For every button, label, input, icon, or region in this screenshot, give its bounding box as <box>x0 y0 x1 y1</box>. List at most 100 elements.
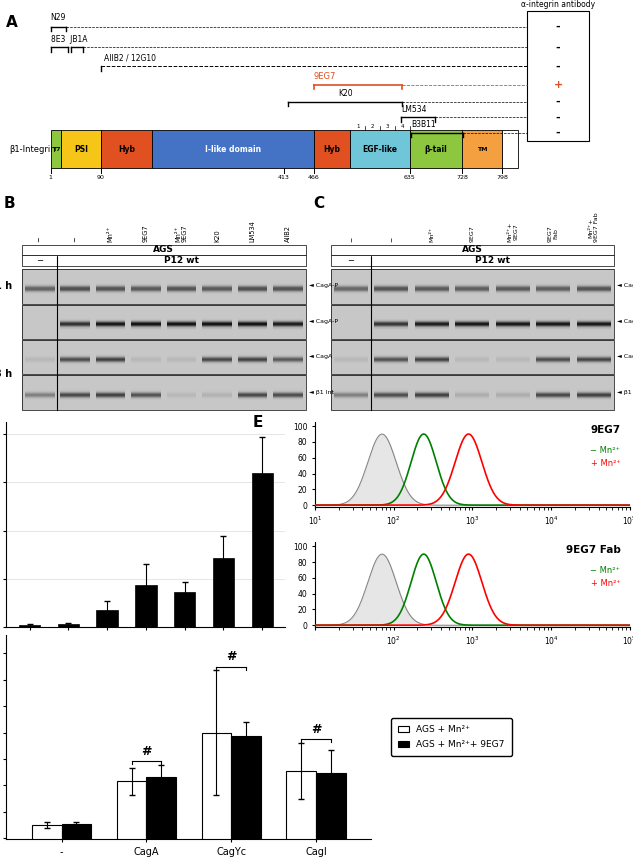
Text: 9EG7: 9EG7 <box>470 226 475 242</box>
Text: Inhibition of CagA
translocation by
α-integrin antibody: Inhibition of CagA translocation by α-in… <box>521 0 595 9</box>
Text: Mn²⁺+
9EG7 Fab: Mn²⁺+ 9EG7 Fab <box>589 213 599 242</box>
Text: + Mn²⁺: + Mn²⁺ <box>591 460 620 468</box>
Text: K20: K20 <box>338 90 353 98</box>
Bar <box>502 130 518 168</box>
Bar <box>22 305 306 339</box>
Bar <box>330 269 614 304</box>
Bar <box>314 130 350 168</box>
Text: K20: K20 <box>214 230 220 242</box>
Bar <box>22 340 306 375</box>
Text: 798: 798 <box>496 175 508 180</box>
Bar <box>330 375 614 410</box>
Bar <box>96 610 118 627</box>
Bar <box>22 340 306 375</box>
Text: LM534: LM534 <box>249 220 256 242</box>
Text: N29: N29 <box>51 14 66 22</box>
Text: Hyb: Hyb <box>323 145 341 154</box>
Bar <box>330 340 614 375</box>
Text: T7: T7 <box>52 146 60 152</box>
Text: Mn²⁺: Mn²⁺ <box>108 226 113 242</box>
Text: EGF-like: EGF-like <box>363 145 398 154</box>
Text: ◄ CagA: ◄ CagA <box>309 354 332 359</box>
Bar <box>201 733 231 852</box>
Bar <box>330 305 614 339</box>
Bar <box>22 375 306 410</box>
Text: #: # <box>311 723 322 736</box>
Bar <box>330 340 614 375</box>
Text: 413: 413 <box>278 175 290 180</box>
Text: E: E <box>252 415 263 430</box>
Text: 3: 3 <box>385 123 389 128</box>
Bar <box>135 585 156 627</box>
Text: C: C <box>313 195 324 211</box>
Bar <box>330 305 614 339</box>
Bar <box>174 592 196 627</box>
Bar <box>330 255 371 266</box>
Text: ◄ β1 Int: ◄ β1 Int <box>309 389 334 394</box>
Text: 8E3  JB1A: 8E3 JB1A <box>51 35 87 44</box>
Text: ◄ CagA-P: ◄ CagA-P <box>309 283 338 288</box>
Text: 728: 728 <box>456 175 468 180</box>
Text: −: − <box>348 237 353 242</box>
Text: Hyb: Hyb <box>118 145 135 154</box>
Text: 3 h: 3 h <box>0 369 13 380</box>
Text: 9EG7
Fab: 9EG7 Fab <box>548 226 559 242</box>
Text: −: − <box>72 237 78 242</box>
Text: ◄ CagA: ◄ CagA <box>617 354 633 359</box>
Bar <box>58 624 79 627</box>
Text: -: - <box>556 112 560 122</box>
Text: + Mn²⁺: + Mn²⁺ <box>591 579 620 588</box>
Text: 1 h: 1 h <box>0 281 13 291</box>
Text: −: − <box>348 256 354 265</box>
Text: #: # <box>226 650 237 663</box>
Bar <box>116 782 146 852</box>
Text: 4: 4 <box>401 123 404 128</box>
Bar <box>371 255 614 266</box>
Bar <box>22 375 306 410</box>
Bar <box>58 255 306 266</box>
Text: PSI: PSI <box>74 145 88 154</box>
Bar <box>231 736 261 852</box>
Bar <box>213 558 234 627</box>
Text: AIIB2 / 12G10: AIIB2 / 12G10 <box>104 54 156 63</box>
Text: 635: 635 <box>404 175 415 180</box>
Bar <box>22 269 306 304</box>
Text: ◄ CagA-P: ◄ CagA-P <box>617 283 633 288</box>
Text: A: A <box>6 15 18 29</box>
Text: P12 wt: P12 wt <box>475 256 510 265</box>
Text: 466: 466 <box>308 175 320 180</box>
Text: Mn²⁺
9EG7: Mn²⁺ 9EG7 <box>175 225 188 242</box>
Bar <box>286 771 316 852</box>
Bar <box>527 11 589 141</box>
Text: -: - <box>556 96 560 107</box>
Text: 9EG7 Fab: 9EG7 Fab <box>565 545 620 554</box>
Bar <box>462 130 502 168</box>
Bar <box>22 245 306 255</box>
Text: -: - <box>556 42 560 53</box>
Bar <box>316 773 346 852</box>
Bar <box>101 130 152 168</box>
Text: Mn²⁺: Mn²⁺ <box>429 227 434 242</box>
Text: I-like domain: I-like domain <box>205 145 261 154</box>
Bar <box>146 777 176 852</box>
Bar <box>22 255 58 266</box>
Text: AIIB2: AIIB2 <box>285 226 291 242</box>
Bar <box>330 245 614 255</box>
Bar <box>61 130 101 168</box>
Text: β1-Integrin: β1-Integrin <box>9 145 56 154</box>
Text: ◄ β1 Int: ◄ β1 Int <box>617 389 633 394</box>
Text: 9EG7: 9EG7 <box>143 225 149 242</box>
Text: ◄ CagA-P: ◄ CagA-P <box>309 319 338 324</box>
Bar <box>51 130 61 168</box>
Text: 1: 1 <box>49 175 53 180</box>
Text: #: # <box>141 745 152 758</box>
Legend: AGS + Mn²⁺, AGS + Mn²⁺+ 9EG7: AGS + Mn²⁺, AGS + Mn²⁺+ 9EG7 <box>391 718 512 756</box>
Text: B: B <box>4 195 16 211</box>
Text: TM: TM <box>477 146 487 152</box>
Bar <box>330 269 614 304</box>
Text: 1: 1 <box>356 123 360 128</box>
Text: -: - <box>556 22 560 32</box>
Text: -: - <box>556 127 560 138</box>
Text: AGS: AGS <box>153 245 174 254</box>
Text: 9EG7: 9EG7 <box>590 424 620 435</box>
